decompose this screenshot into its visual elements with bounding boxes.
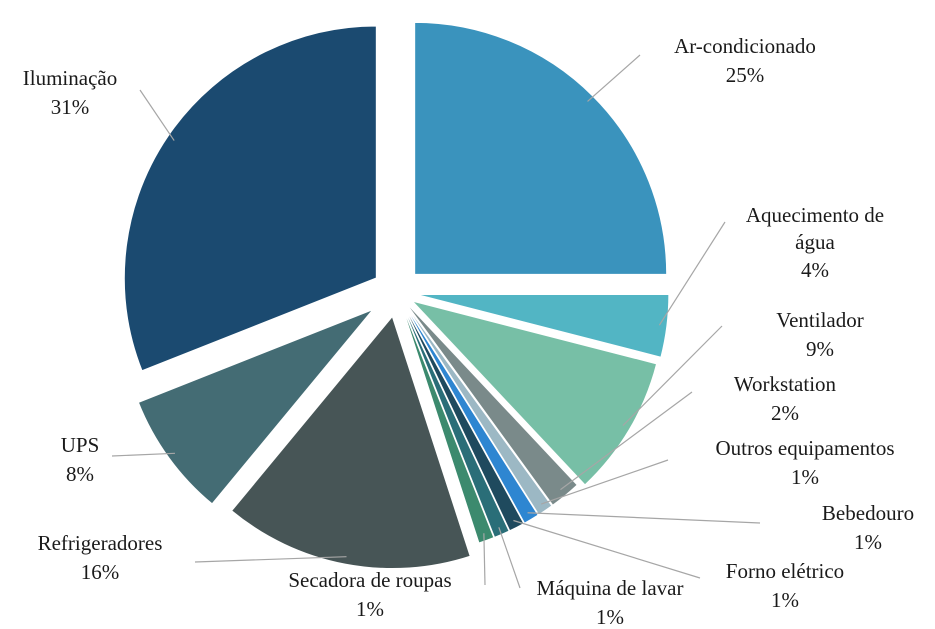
leader-line (498, 527, 521, 589)
category-label: Refrigeradores (38, 531, 163, 555)
pie-slice (230, 315, 471, 570)
category-label: Máquina de lavar (537, 576, 684, 600)
value-label: 2% (771, 401, 799, 425)
value-label: 1% (854, 530, 882, 554)
pie-slice (410, 300, 658, 486)
leader-line (194, 556, 347, 563)
value-label: 1% (791, 465, 819, 489)
pie-slice (402, 302, 539, 524)
category-label: Workstation (734, 372, 837, 396)
category-label: Ventilador (776, 308, 863, 332)
leader-line (560, 391, 693, 491)
value-label: 1% (771, 588, 799, 612)
value-label: 9% (806, 337, 834, 361)
leader-line (139, 89, 175, 141)
category-label: Outros equipamentos (715, 436, 894, 460)
pie-slice (137, 309, 374, 505)
pie-slice (400, 303, 495, 544)
leader-line (540, 459, 669, 505)
pie-slice (403, 301, 553, 516)
leader-line (587, 54, 641, 102)
value-label: 16% (81, 560, 120, 584)
pie-slice (123, 25, 377, 372)
value-label: 8% (66, 462, 94, 486)
leader-line (483, 533, 486, 586)
value-label: 1% (596, 605, 624, 629)
value-label: 31% (51, 95, 90, 119)
category-label: Secadora de roupas (288, 568, 451, 592)
leader-line (527, 512, 761, 524)
leader-line (622, 325, 723, 427)
pie-slice (416, 294, 670, 358)
leader-line (111, 452, 175, 457)
leader-line (658, 221, 726, 326)
category-label: Forno elétrico (726, 559, 844, 583)
pie-slice (414, 21, 668, 275)
value-label: 4% (801, 258, 829, 282)
leader-line (513, 519, 701, 579)
category-label: Aquecimento de água (746, 203, 884, 254)
category-label: Iluminação (23, 66, 117, 90)
category-label: Bebedouro (822, 501, 914, 525)
value-label: 1% (356, 597, 384, 621)
value-label: 25% (726, 63, 765, 87)
category-label: UPS (61, 433, 100, 457)
category-label: Ar-condicionado (674, 34, 816, 58)
